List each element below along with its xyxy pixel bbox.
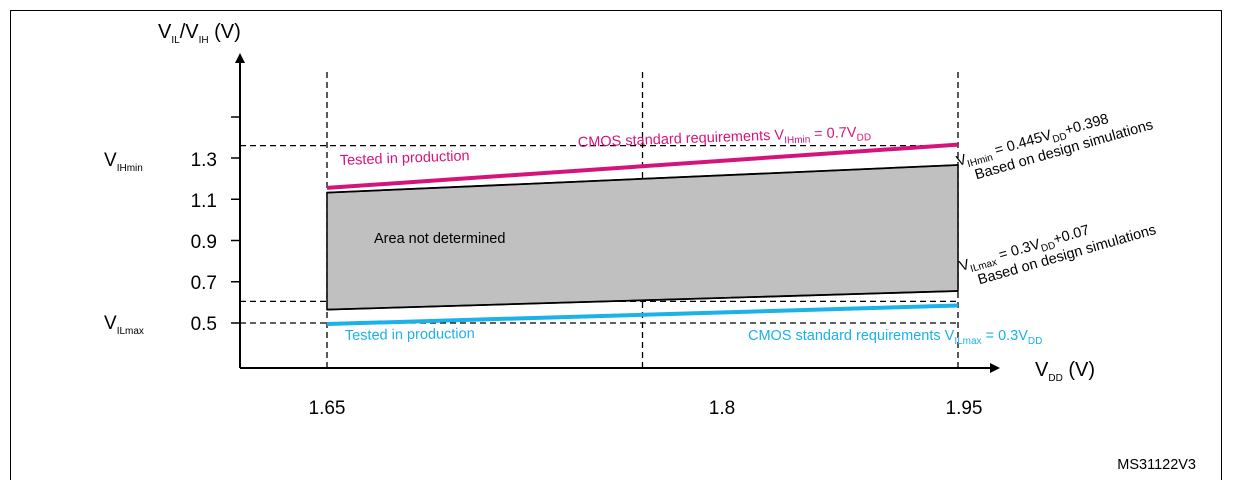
- vihmin-equation: VIHmin = 0.445VDD+0.398 Based on design …: [955, 111, 1155, 183]
- vilmax-design-line: [326, 290, 959, 311]
- vihmin-label: VIHmin: [104, 150, 143, 174]
- tested-in-production-bottom: Tested in production: [345, 326, 475, 344]
- figure-id: MS31122V3: [1117, 457, 1196, 473]
- y-tick-label: 0.9: [191, 232, 217, 253]
- x-axis-title: VDD (V): [1035, 359, 1095, 384]
- figure-frame: [10, 10, 1222, 480]
- tested-in-production-top: Tested in production: [340, 148, 470, 169]
- y-tick-label: 1.3: [191, 150, 217, 171]
- cmos-vilmax-note: CMOS standard requirements VILmax = 0.3V…: [748, 328, 1042, 347]
- y-tick-label: 0.7: [191, 273, 217, 294]
- series-lines: [326, 142, 959, 327]
- cmos-vihmin-note: CMOS standard requirements VIHmin = 0.7V…: [578, 124, 872, 154]
- y-tick-marks: [231, 157, 240, 324]
- y-tick-label: 0.5: [191, 314, 217, 335]
- x-tick-label: 1.95: [946, 398, 983, 419]
- y-tick-label: 1.1: [191, 191, 217, 212]
- x-tick-label: 1.65: [309, 398, 346, 419]
- vilmax-equation: VILmax = 0.3VDD+0.07 Based on design sim…: [958, 222, 1158, 288]
- x-tick-label: 1.8: [709, 398, 735, 419]
- vihmin-cmos-line: [326, 142, 959, 190]
- vilmax-cmos-line: [326, 303, 959, 327]
- vilmax-label: VILmax: [104, 313, 144, 337]
- area-not-determined-label: Area not determined: [374, 231, 505, 247]
- y-axis-title: VIL/VIH (V): [158, 21, 241, 46]
- vihmin-design-line: [326, 164, 959, 194]
